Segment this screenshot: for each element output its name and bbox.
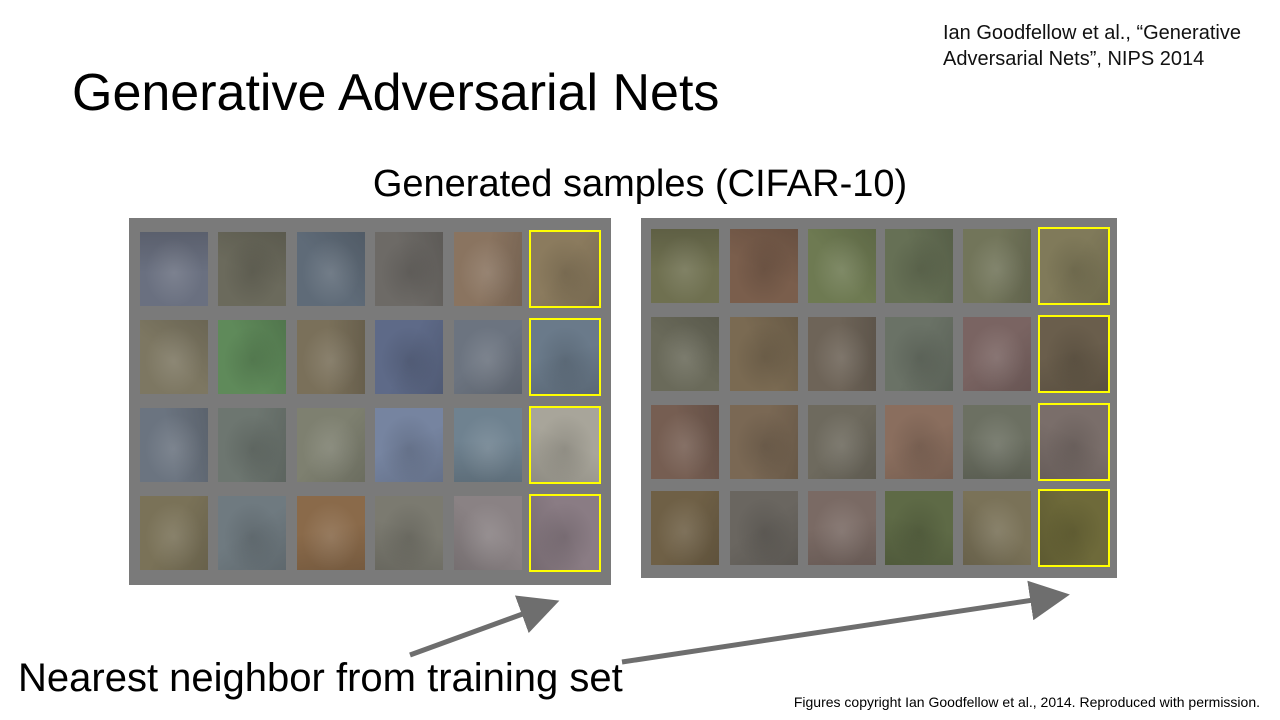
citation-line-2: Adversarial Nets”, NIPS 2014	[943, 48, 1205, 70]
nearest-neighbor-image	[529, 406, 601, 484]
copyright-note: Figures copyright Ian Goodfellow et al.,…	[793, 694, 1260, 710]
generated-sample-image	[651, 229, 719, 303]
right-sample-grid	[641, 218, 1117, 578]
generated-sample-image	[963, 229, 1031, 303]
generated-sample-image	[651, 317, 719, 391]
nearest-neighbor-image	[1038, 489, 1110, 567]
generated-sample-image	[375, 232, 443, 306]
generated-sample-image	[963, 491, 1031, 565]
generated-sample-image	[218, 408, 286, 482]
nearest-neighbor-image	[1038, 227, 1110, 305]
citation: Ian Goodfellow et al., “Generative Adver…	[943, 20, 1273, 72]
nearest-neighbor-image	[1038, 403, 1110, 481]
generated-sample-image	[297, 320, 365, 394]
arrow-to-left-grid	[409, 595, 560, 658]
generated-sample-image	[885, 491, 953, 565]
generated-sample-image	[297, 408, 365, 482]
generated-sample-image	[140, 408, 208, 482]
generated-sample-image	[651, 491, 719, 565]
generated-sample-image	[808, 405, 876, 479]
slide-title: Generative Adversarial Nets	[72, 64, 720, 122]
generated-sample-image	[454, 232, 522, 306]
generated-sample-image	[140, 232, 208, 306]
generated-sample-image	[730, 317, 798, 391]
generated-sample-image	[808, 229, 876, 303]
generated-sample-image	[218, 320, 286, 394]
generated-sample-image	[375, 496, 443, 570]
generated-sample-image	[454, 496, 522, 570]
generated-sample-image	[140, 320, 208, 394]
generated-sample-image	[963, 317, 1031, 391]
generated-sample-image	[218, 496, 286, 570]
caption: Nearest neighbor from training set	[18, 656, 623, 700]
citation-line-1: Ian Goodfellow et al., “Generative	[943, 22, 1241, 44]
generated-sample-image	[963, 405, 1031, 479]
generated-sample-image	[808, 491, 876, 565]
generated-sample-image	[375, 320, 443, 394]
generated-sample-image	[297, 232, 365, 306]
slide-subtitle: Generated samples (CIFAR-10)	[372, 163, 908, 205]
nearest-neighbor-image	[529, 230, 601, 308]
arrow-to-right-grid	[621, 580, 1070, 665]
generated-sample-image	[454, 408, 522, 482]
generated-sample-image	[885, 405, 953, 479]
generated-sample-image	[218, 232, 286, 306]
generated-sample-image	[730, 405, 798, 479]
generated-sample-image	[375, 408, 443, 482]
generated-sample-image	[885, 229, 953, 303]
nearest-neighbor-image	[529, 494, 601, 572]
generated-sample-image	[651, 405, 719, 479]
nearest-neighbor-image	[1038, 315, 1110, 393]
generated-sample-image	[885, 317, 953, 391]
generated-sample-image	[140, 496, 208, 570]
nearest-neighbor-image	[529, 318, 601, 396]
generated-sample-image	[454, 320, 522, 394]
generated-sample-image	[730, 229, 798, 303]
generated-sample-image	[730, 491, 798, 565]
generated-sample-image	[808, 317, 876, 391]
left-sample-grid	[129, 218, 611, 585]
generated-sample-image	[297, 496, 365, 570]
